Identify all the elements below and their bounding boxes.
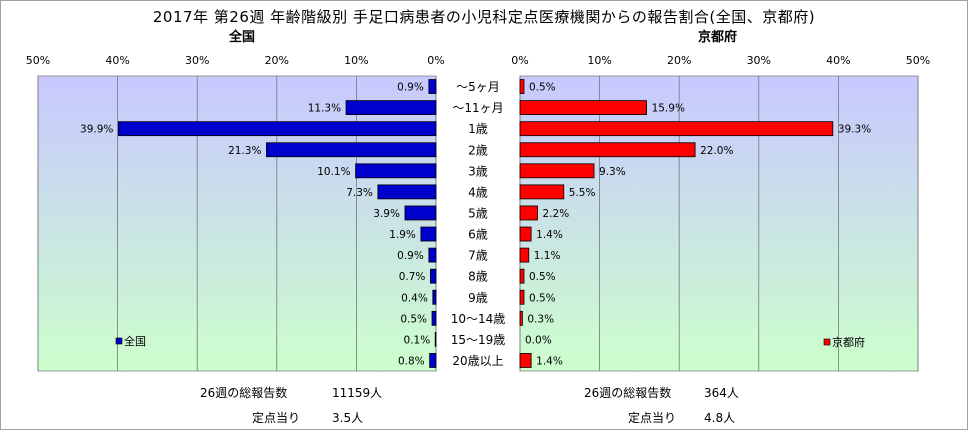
national-data-label: 21.3% [228,145,261,157]
kyoto-bar [519,353,532,368]
kyoto-data-label: 0.5% [529,82,556,94]
category-label: 7歳 [468,249,488,263]
national-data-label: 0.9% [397,250,424,262]
national-per-label: 定点当り [252,411,301,425]
national-x-tick-label: 30% [185,54,209,67]
national-legend-swatch [115,337,123,345]
national-data-label: 0.7% [399,271,426,283]
national-data-label: 7.3% [346,187,373,199]
kyoto-data-label: 15.9% [652,103,685,115]
kyoto-bar [519,142,696,158]
national-total-value: 11159人 [332,386,383,400]
national-x-tick-label: 40% [105,54,129,67]
national-bar [429,353,437,368]
national-data-label: 39.9% [80,124,113,136]
kyoto-data-label: 0.0% [525,334,552,346]
national-plot-area [37,75,437,372]
kyoto-data-label: 39.3% [838,124,871,136]
national-bar [377,184,437,200]
national-legend-label: 全国 [124,334,146,348]
national-per-value: 3.5人 [332,411,364,425]
kyoto-data-label: 22.0% [700,145,733,157]
kyoto-bar [519,121,834,137]
kyoto-panel-title: 京都府 [698,30,738,45]
national-data-label: 0.1% [404,334,431,346]
national-data-label: 0.9% [397,82,424,94]
national-bar [434,331,437,347]
national-x-tick-label: 50% [26,54,50,67]
kyoto-bar [519,163,595,179]
chart-title: 2017年 第26週 年齢階級別 手足口病患者の小児科定点医療機関からの報告割合… [152,8,816,26]
national-x-tick-label: 10% [344,54,368,67]
kyoto-x-tick-label: 10% [587,54,611,67]
national-data-label: 0.4% [401,292,428,304]
national-bar [117,121,437,137]
kyoto-data-label: 1.4% [536,355,563,367]
category-label: 10～14歳 [451,312,506,326]
category-label: 6歳 [468,228,488,242]
category-label: 9歳 [468,291,488,305]
national-data-label: 3.9% [373,208,400,220]
national-total-label: 26週の総報告数 [200,386,288,400]
category-label: 15～19歳 [451,333,506,347]
kyoto-x-tick-label: 30% [747,54,771,67]
kyoto-total-label: 26週の総報告数 [584,386,672,400]
kyoto-x-tick-label: 20% [667,54,691,67]
national-x-tick-label: 0% [427,54,444,67]
kyoto-bar [519,310,523,326]
kyoto-legend-label: 京都府 [832,335,865,349]
kyoto-per-label: 定点当り [628,411,677,425]
kyoto-bar [519,247,530,263]
kyoto-bar [519,289,525,305]
category-label: 2歳 [468,143,488,157]
national-data-label: 0.8% [398,355,425,367]
category-label: 20歳以上 [452,354,503,368]
kyoto-data-label: 2.2% [543,208,570,220]
kyoto-bar [519,184,565,200]
category-label: ～5ヶ月 [456,80,500,94]
national-bar [266,142,437,158]
kyoto-data-label: 0.5% [529,292,556,304]
national-data-label: 1.9% [389,229,416,241]
kyoto-x-tick-label: 40% [826,54,850,67]
kyoto-x-tick-label: 0% [511,54,528,67]
category-label: 8歳 [468,270,488,284]
kyoto-data-label: 5.5% [569,187,596,199]
category-label: ～11ヶ月 [452,101,503,115]
national-bar [345,100,437,116]
national-panel-title: 全国 [229,30,256,45]
kyoto-bar [519,268,525,284]
national-bar [420,226,437,242]
kyoto-data-label: 0.3% [527,313,554,325]
kyoto-bar [519,79,525,94]
category-label: 3歳 [468,164,488,178]
kyoto-bar [519,226,532,242]
category-label: 4歳 [468,185,488,199]
kyoto-total-value: 364人 [704,386,739,400]
national-x-tick-label: 20% [265,54,289,67]
kyoto-data-label: 1.1% [534,250,561,262]
national-bar [431,310,437,326]
kyoto-legend-swatch [823,338,831,346]
category-label: 5歳 [468,206,488,220]
national-bar [355,163,437,179]
category-label: 1歳 [468,122,488,136]
kyoto-x-tick-label: 50% [906,54,930,67]
national-data-label: 11.3% [308,103,341,115]
national-bar [432,289,437,305]
kyoto-bar [519,100,647,116]
national-bar [428,247,437,263]
national-bar [404,205,437,221]
national-bar [428,79,437,94]
national-bar [430,268,437,284]
kyoto-data-label: 9.3% [599,166,626,178]
kyoto-bar [519,205,538,221]
national-data-label: 10.1% [317,166,350,178]
kyoto-data-label: 1.4% [536,229,563,241]
kyoto-plot-area [519,75,919,372]
kyoto-per-value: 4.8人 [704,411,736,425]
kyoto-data-label: 0.5% [529,271,556,283]
national-data-label: 0.5% [400,313,427,325]
